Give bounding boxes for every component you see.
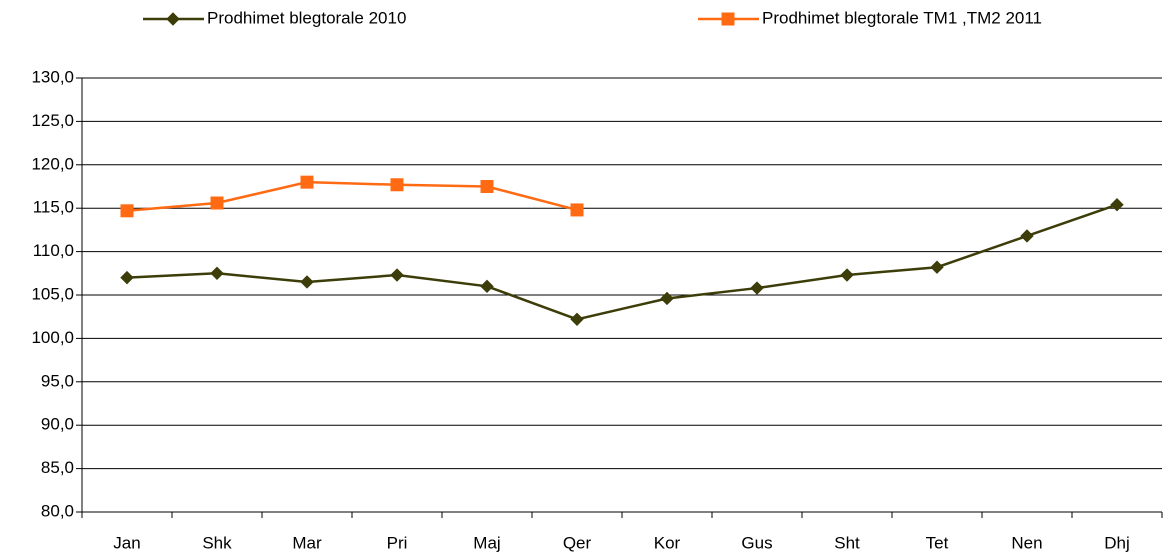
marker <box>840 268 854 282</box>
x-tick-label: Gus <box>741 533 772 552</box>
marker <box>570 203 584 217</box>
x-tick-label: Jan <box>113 533 140 552</box>
y-tick-label: 105,0 <box>31 284 74 303</box>
marker <box>300 275 314 289</box>
marker <box>210 196 224 210</box>
marker <box>480 279 494 294</box>
x-tick-label: Pri <box>387 533 408 552</box>
marker <box>660 291 674 306</box>
y-tick-label: 100,0 <box>31 328 74 347</box>
y-tick-label: 85,0 <box>41 458 74 477</box>
y-tick-label: 120,0 <box>31 154 74 173</box>
x-tick-label: Mar <box>292 533 322 552</box>
marker <box>721 12 735 26</box>
x-tick-label: Sht <box>834 533 860 552</box>
y-tick-label: 125,0 <box>31 111 74 130</box>
marker <box>1020 229 1034 243</box>
y-tick-label: 95,0 <box>41 371 74 390</box>
marker <box>570 312 584 327</box>
marker <box>210 266 224 281</box>
marker <box>120 270 134 285</box>
marker <box>930 260 944 274</box>
series-line <box>126 180 578 213</box>
y-tick-label: 130,0 <box>31 67 74 86</box>
x-tick-label: Maj <box>473 533 500 552</box>
marker <box>480 180 494 193</box>
y-tick-label: 115,0 <box>33 198 74 217</box>
y-tick-label: 110,0 <box>33 241 74 260</box>
x-tick-label: Dhj <box>1104 533 1130 552</box>
x-tick-label: Kor <box>654 533 681 552</box>
series-line <box>126 203 1118 321</box>
marker <box>750 281 764 295</box>
y-tick-label: 80,0 <box>41 501 74 520</box>
x-tick-label: Tet <box>926 533 949 552</box>
marker <box>390 178 404 192</box>
marker <box>1110 198 1124 212</box>
x-tick-label: Shk <box>202 533 232 552</box>
marker <box>120 204 134 218</box>
x-tick-label: Qer <box>563 533 592 552</box>
y-tick-label: 90,0 <box>41 415 74 434</box>
x-tick-label: Nen <box>1011 533 1042 552</box>
marker <box>390 268 404 282</box>
legend-label: Prodhimet blegtorale 2010 <box>207 8 406 27</box>
marker <box>166 12 180 26</box>
legend-label: Prodhimet blegtorale TM1 ,TM2 2011 <box>762 8 1042 27</box>
marker <box>300 175 314 189</box>
